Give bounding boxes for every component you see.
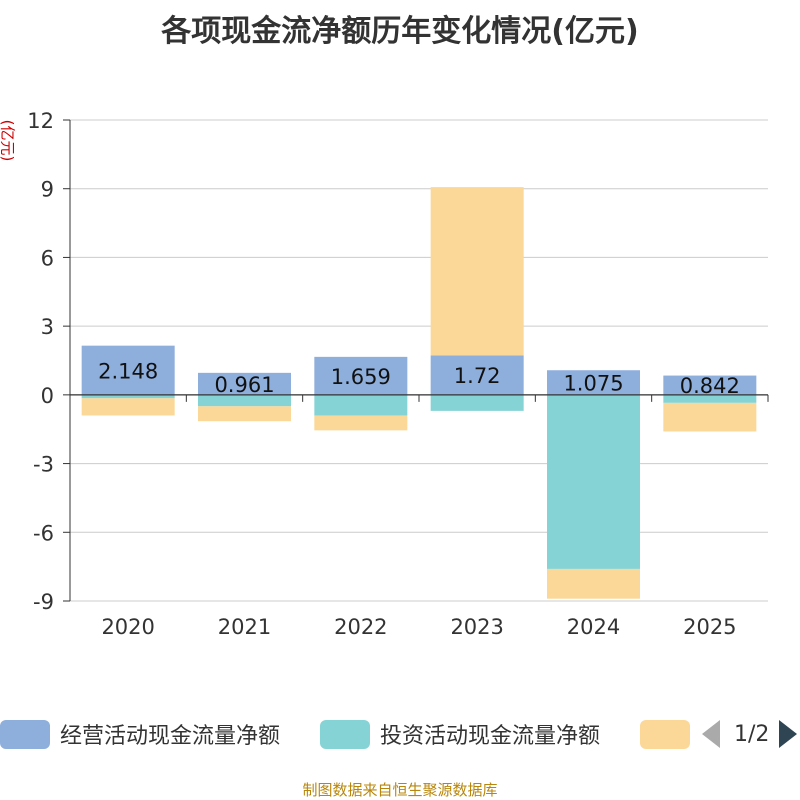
y-tick-label: -3 [33, 453, 54, 477]
chart-plot: 12 9 6 3 0 -3 -6 -9 2020 2021 2022 2023 2024 2025 2.14… [27, 109, 769, 639]
bar-series0-2025 [663, 375, 757, 395]
legend-item-financing[interactable] [640, 716, 700, 752]
bar-series0-2023 [430, 355, 524, 395]
y-tick-label: 6 [41, 246, 54, 270]
legend-page-indicator: 1/2 [734, 721, 770, 747]
bar-series2-2022 [314, 415, 408, 431]
y-tick-label: -6 [33, 521, 54, 545]
data-label: 1.075 [563, 372, 623, 396]
y-tick-label: 0 [41, 384, 54, 408]
bar-series1-2022 [314, 394, 408, 416]
x-tick-label: 2025 [683, 615, 736, 639]
bar-series1-2024 [547, 394, 640, 569]
bar-series2-2025 [663, 402, 757, 432]
x-tick-label: 2024 [567, 615, 620, 639]
bar-series1-2025 [663, 394, 757, 403]
legend-swatch-investing [320, 719, 370, 749]
legend: 经营活动现金流量净额 投资活动现金流量净额 1/2 [0, 716, 800, 752]
x-tick-label: 2023 [450, 615, 503, 639]
legend-item-operating[interactable]: 经营活动现金流量净额 [0, 716, 280, 752]
bar-series2-2024 [547, 568, 640, 599]
bar-series0-2024 [547, 370, 640, 395]
data-label: 2.148 [98, 359, 158, 383]
bar-series1-2020 [81, 394, 175, 399]
legend-pager: 1/2 [700, 716, 800, 752]
legend-next-page-icon[interactable] [779, 720, 798, 748]
legend-swatch-financing [640, 719, 690, 749]
y-tick-label: 3 [41, 315, 54, 339]
bar-series0-2020 [81, 345, 175, 395]
bar-series1-2023 [430, 394, 524, 411]
bar-series0-2021 [198, 372, 291, 395]
y-tick-label: -9 [33, 590, 54, 614]
data-source-note: 制图数据来自恒生聚源数据库 [302, 781, 498, 799]
data-label: 1.72 [454, 364, 501, 388]
legend-swatch-operating [0, 719, 50, 749]
y-tick-label: 12 [27, 109, 54, 133]
data-label: 0.842 [680, 374, 740, 398]
legend-label-investing: 投资活动现金流量净额 [380, 724, 601, 749]
x-tick-label: 2020 [101, 615, 154, 639]
data-label: 1.659 [331, 365, 391, 389]
bar-series2-2021 [198, 406, 291, 422]
bar-series0-2022 [314, 356, 408, 395]
legend-label-operating: 经营活动现金流量净额 [60, 724, 281, 749]
legend-item-investing[interactable]: 投资活动现金流量净额 [320, 716, 600, 752]
data-label: 0.961 [214, 373, 274, 397]
chart-title: 各项现金流净额历年变化情况(亿元) [161, 14, 639, 49]
legend-prev-page-icon[interactable] [702, 720, 720, 748]
bar-series1-2021 [198, 394, 291, 407]
x-tick-label: 2021 [218, 615, 271, 639]
bar-series2-2023 [430, 187, 524, 356]
x-tick-label: 2022 [334, 615, 387, 639]
bar-series2-2020 [81, 398, 175, 416]
y-tick-label: 9 [41, 178, 54, 202]
